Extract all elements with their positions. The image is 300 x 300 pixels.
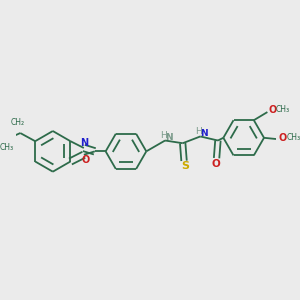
Text: CH₂: CH₂ (11, 118, 25, 127)
Text: CH₃: CH₃ (286, 133, 300, 142)
Text: O: O (279, 133, 287, 143)
Text: N: N (80, 138, 88, 148)
Text: H: H (196, 127, 202, 136)
Text: O: O (269, 105, 277, 115)
Text: CH₃: CH₃ (276, 105, 290, 114)
Text: CH₃: CH₃ (0, 143, 14, 152)
Text: O: O (212, 159, 220, 169)
Text: H: H (160, 131, 167, 140)
Text: O: O (81, 154, 89, 165)
Text: N: N (165, 133, 172, 142)
Text: N: N (201, 129, 208, 138)
Text: S: S (181, 161, 189, 171)
